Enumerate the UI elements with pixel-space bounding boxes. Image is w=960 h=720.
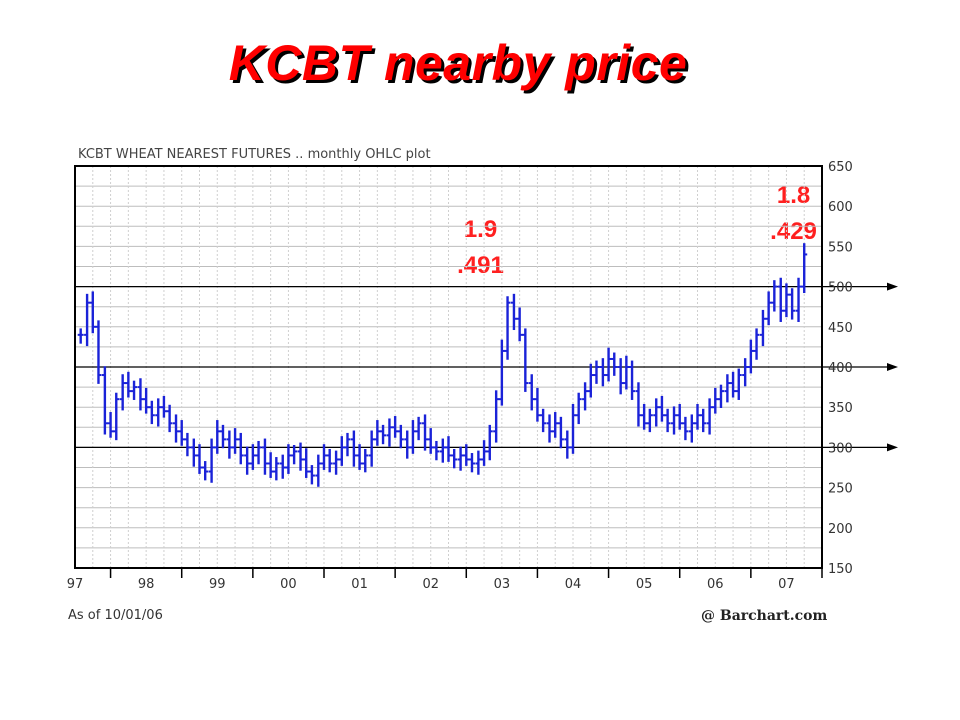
x-tick-label: 00: [280, 577, 297, 592]
annotation-line: .491: [457, 252, 504, 279]
y-tick-label: 550: [828, 240, 853, 255]
x-tick-label: 99: [209, 577, 226, 592]
y-tick-label: 450: [828, 321, 853, 336]
slide-title: KCBT nearby price: [228, 35, 688, 91]
barchart-credit: @ Barchart.com: [701, 608, 828, 624]
price-annotation: 1.9 .491: [431, 212, 531, 284]
x-tick-label: 98: [138, 577, 155, 592]
x-tick-label: 03: [494, 577, 511, 592]
y-tick-label: 650: [828, 160, 853, 175]
chart-title: KCBT WHEAT NEAREST FUTURES .. monthly OH…: [78, 147, 431, 162]
y-tick-label: 300: [828, 441, 853, 456]
x-tick-label: 01: [351, 577, 368, 592]
reference-arrow: [887, 282, 898, 291]
as-of-date: As of 10/01/06: [68, 608, 163, 623]
y-tick-label: 200: [828, 522, 853, 537]
y-tick-label: 350: [828, 401, 853, 416]
reference-arrow: [887, 443, 898, 452]
y-tick-label: 150: [828, 562, 853, 577]
annotation-line: 1.9: [463, 216, 498, 243]
x-tick-label: 07: [778, 577, 795, 592]
x-tick-label: 97: [67, 577, 84, 592]
annotation-line: .429: [770, 218, 817, 245]
x-axis-ticks: 97 98 99 00 01 02 03 04 05 06 07: [67, 568, 823, 592]
y-tick-label: 400: [828, 361, 853, 376]
y-tick-label: 500: [828, 281, 853, 296]
y-tick-label: 600: [828, 200, 853, 215]
x-tick-label: 05: [636, 577, 653, 592]
x-tick-label: 02: [422, 577, 439, 592]
x-tick-label: 04: [565, 577, 582, 592]
reference-arrow: [887, 363, 898, 371]
y-tick-label: 250: [828, 482, 853, 497]
x-tick-label: 06: [707, 577, 724, 592]
y-axis-ticks: 150 200 250 300 350 400 450 500 550 600 650: [828, 160, 853, 577]
price-series: [77, 243, 808, 487]
